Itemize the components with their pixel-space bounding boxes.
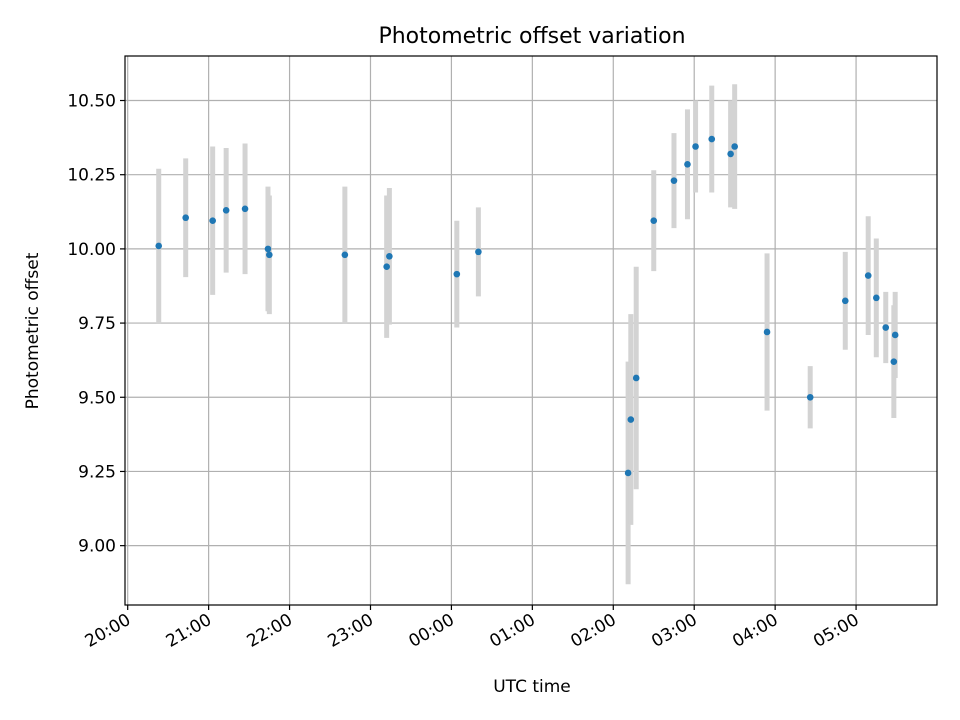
data-point bbox=[453, 270, 461, 278]
data-point bbox=[222, 207, 230, 214]
data-point bbox=[882, 324, 890, 331]
grid-lines bbox=[125, 56, 937, 605]
data-point bbox=[873, 294, 880, 302]
x-axis-label: UTC time bbox=[493, 677, 571, 697]
data-point bbox=[727, 150, 734, 158]
data-point bbox=[806, 393, 814, 401]
y-tick-label: 9.00 bbox=[78, 537, 116, 557]
x-axis-ticks: 20:00 21:00 22:00 23:00 00:00 01:00 02:00 03:00… bbox=[82, 605, 863, 652]
x-tick-label: 02:00 bbox=[567, 610, 619, 652]
error-bars bbox=[156, 84, 898, 585]
data-point bbox=[684, 161, 691, 168]
data-point bbox=[841, 297, 849, 305]
data-point bbox=[890, 358, 898, 365]
y-tick-label: 9.25 bbox=[78, 462, 116, 482]
x-tick-label: 00:00 bbox=[405, 610, 457, 652]
data-point bbox=[209, 217, 216, 224]
x-tick-label: 20:00 bbox=[82, 610, 134, 652]
data-point bbox=[155, 242, 163, 250]
y-tick-label: 10.25 bbox=[67, 166, 116, 186]
data-point bbox=[341, 251, 349, 259]
x-tick-label: 04:00 bbox=[729, 610, 781, 652]
y-axis-label: Photometric offset bbox=[23, 252, 43, 409]
chart-title: Photometric offset variation bbox=[378, 24, 685, 49]
data-point bbox=[475, 248, 482, 256]
data-point bbox=[266, 251, 273, 259]
data-point bbox=[182, 214, 189, 222]
data-point bbox=[731, 143, 738, 150]
y-tick-label: 9.75 bbox=[78, 314, 116, 334]
data-point bbox=[670, 177, 678, 184]
y-tick-label: 9.50 bbox=[78, 388, 116, 408]
data-point bbox=[708, 135, 716, 143]
data-point bbox=[624, 469, 632, 477]
data-point bbox=[264, 245, 272, 253]
x-tick-label: 05:00 bbox=[810, 610, 862, 652]
data-point bbox=[627, 416, 635, 423]
y-axis-ticks: 9.00 9.25 9.50 9.75 10.00 10.25 10.50 bbox=[67, 92, 125, 557]
data-point bbox=[650, 217, 658, 224]
x-tick-label: 01:00 bbox=[486, 610, 538, 652]
plot-frame bbox=[124, 55, 938, 606]
data-point bbox=[386, 253, 393, 260]
data-points bbox=[155, 135, 899, 477]
data-point bbox=[891, 331, 899, 339]
x-tick-label: 21:00 bbox=[163, 610, 215, 652]
x-tick-label: 22:00 bbox=[244, 610, 296, 652]
data-point bbox=[632, 374, 640, 382]
data-point bbox=[692, 143, 699, 150]
data-point bbox=[383, 263, 390, 270]
data-point bbox=[763, 328, 771, 336]
x-tick-label: 23:00 bbox=[325, 610, 377, 652]
y-tick-label: 10.00 bbox=[67, 240, 116, 260]
data-point bbox=[864, 272, 872, 279]
data-point bbox=[241, 205, 249, 213]
x-tick-label: 03:00 bbox=[648, 610, 700, 652]
y-tick-label: 10.50 bbox=[67, 92, 116, 112]
